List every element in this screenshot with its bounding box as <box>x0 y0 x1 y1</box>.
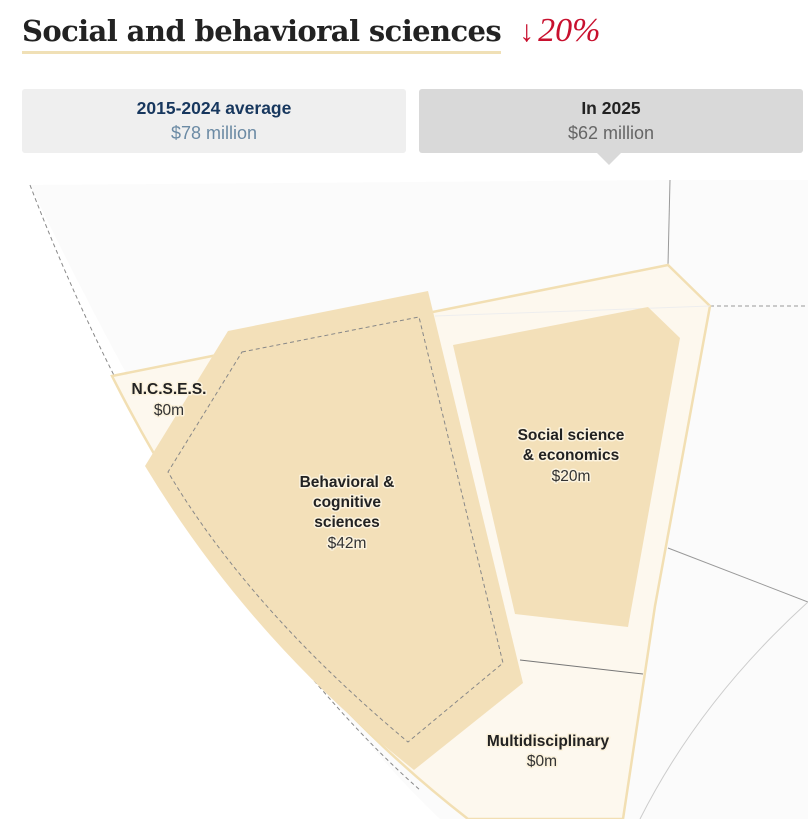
cell-label-multidisciplinary: Multidisciplinary <box>487 733 610 750</box>
neighbor-cell-curve <box>639 601 808 819</box>
cell-social-science-economics[interactable] <box>453 307 680 627</box>
selected-tab-pointer <box>597 153 621 165</box>
neighbor-cell-line <box>667 179 671 266</box>
tab-in-2025[interactable]: In 2025 $62 million <box>419 89 803 153</box>
tab-label: 2015-2024 average <box>136 98 292 118</box>
tab-value: $62 million <box>567 123 655 143</box>
voronoi-treemap: N.C.S.E.S. $0m Behavioral & cognitive sc… <box>29 179 808 819</box>
cell-boundary <box>434 305 711 317</box>
cell-label-social-line1: Social science <box>518 427 625 444</box>
neighbor-cell-line <box>667 547 808 603</box>
cell-label-behavioral-line2: cognitive <box>313 494 381 511</box>
cell-label-behavioral-line3: sciences <box>314 514 380 531</box>
cell-behavioral-cognitive-previous-outline <box>167 316 504 743</box>
chart-title: Social and behavioral sciences <box>22 12 502 54</box>
cell-label-social-line2: & economics <box>523 447 619 464</box>
cell-label-behavioral-line1: Behavioral & <box>300 474 395 491</box>
cell-value-multidisciplinary: $0m <box>527 753 557 770</box>
tab-label: In 2025 <box>581 98 641 118</box>
cell-value-ncses: $0m <box>154 402 184 419</box>
tab-value: $78 million <box>170 123 258 143</box>
change-indicator: ↓ 20% <box>519 12 600 50</box>
cell-value-behavioral: $42m <box>328 535 367 552</box>
change-percent: 20% <box>538 12 601 49</box>
cell-behavioral-cognitive[interactable] <box>145 291 523 770</box>
cell-boundary <box>519 659 644 675</box>
chart-header: Social and behavioral sciences ↓ 20% <box>22 12 600 54</box>
tab-2015-2024-average[interactable]: 2015-2024 average $78 million <box>22 89 406 153</box>
down-arrow-icon: ↓ <box>519 15 535 48</box>
cell-value-social: $20m <box>552 468 591 485</box>
period-tabs: 2015-2024 average $78 million In 2025 $6… <box>22 89 803 153</box>
cell-label-ncses: N.C.S.E.S. <box>132 381 207 398</box>
